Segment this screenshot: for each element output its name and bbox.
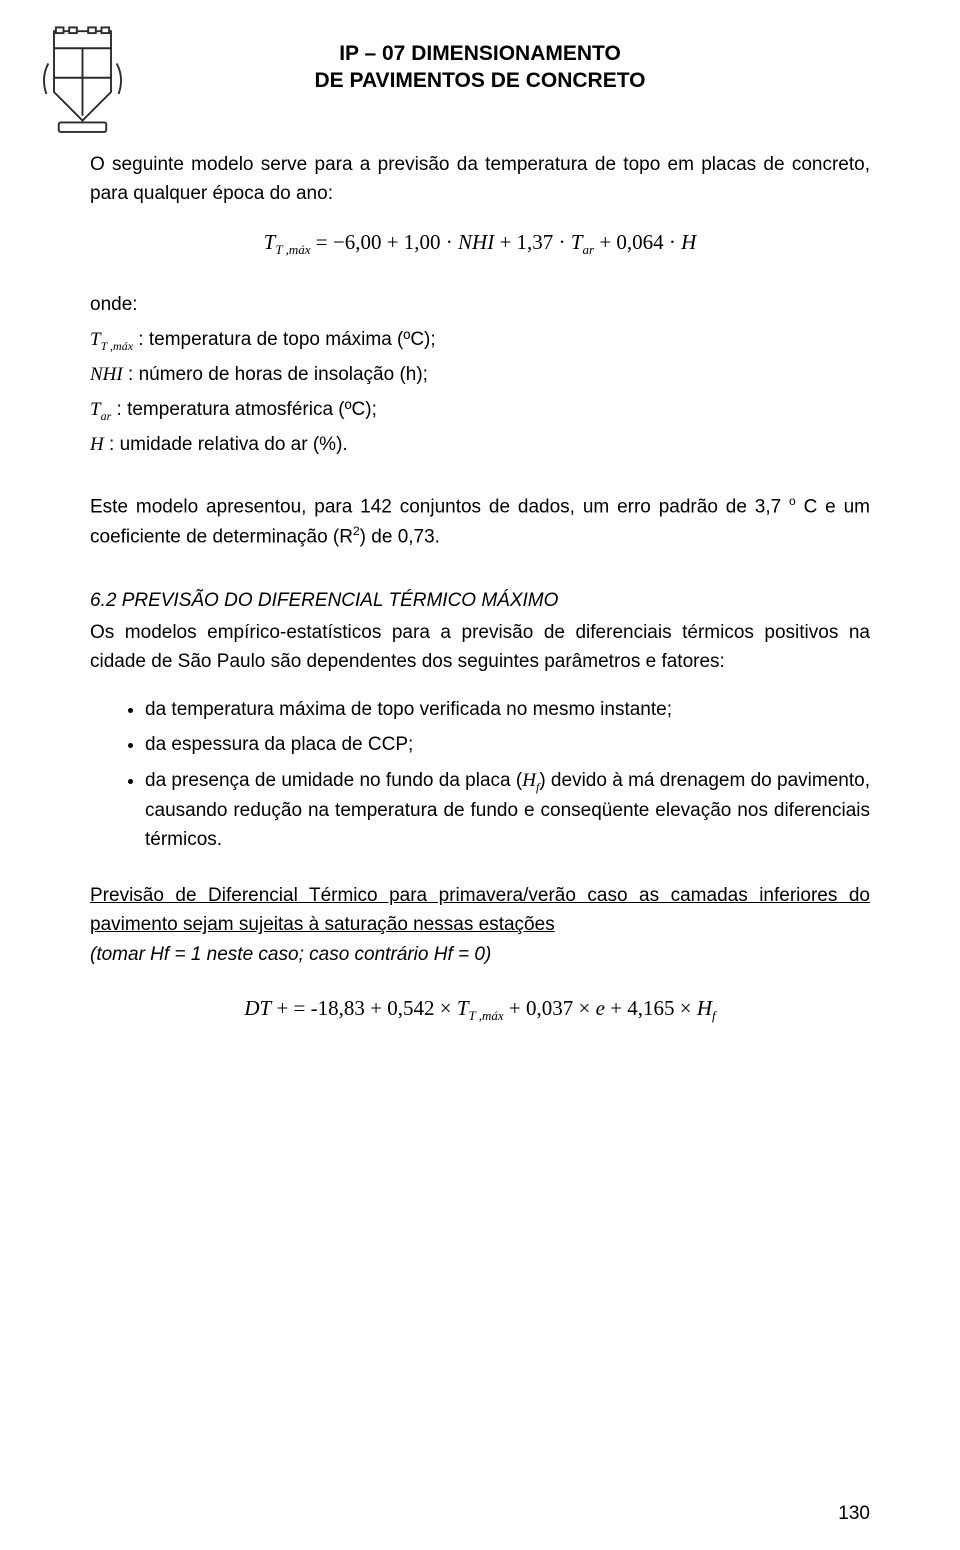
page-number: 130 — [838, 1503, 870, 1525]
def-ttmax: TT ,máx : temperatura de topo máxima (ºC… — [90, 322, 870, 357]
intro-paragraph: O seguinte modelo serve para a previsão … — [90, 150, 870, 209]
list-item: da espessura da placa de CCP; — [145, 730, 870, 759]
formula-temperature-model: TT ,máx = −6,00 + 1,00 · NHI + 1,37 · Ta… — [90, 230, 870, 258]
onde-label: onde: — [90, 287, 870, 322]
model-accuracy-paragraph: Este modelo apresentou, para 142 conjunt… — [90, 492, 870, 552]
section-heading-6-2: 6.2 PREVISÃO DO DIFERENCIAL TÉRMICO MÁXI… — [90, 590, 870, 612]
section-intro-paragraph: Os modelos empírico-estatísticos para a … — [90, 618, 870, 677]
def-nhi: NHI : número de horas de insolação (h); — [90, 357, 870, 392]
def-h: H : umidade relativa do ar (%). — [90, 427, 870, 462]
case-heading-underlined: Previsão de Diferencial Térmico para pri… — [90, 881, 870, 940]
list-item: da presença de umidade no fundo da placa… — [145, 766, 870, 855]
title-line-1: IP – 07 DIMENSIONAMENTO — [90, 40, 870, 67]
list-item: da temperatura máxima de topo verificada… — [145, 695, 870, 724]
municipal-crest-icon — [35, 25, 130, 140]
hf-condition-note: (tomar Hf = 1 neste caso; caso contrário… — [90, 944, 870, 966]
formula-dt-plus: DT + = -18,83 + 0,542 × TT ,máx + 0,037 … — [90, 996, 870, 1024]
title-line-2: DE PAVIMENTOS DE CONCRETO — [90, 67, 870, 94]
document-title: IP – 07 DIMENSIONAMENTO DE PAVIMENTOS DE… — [90, 40, 870, 95]
definitions-block: onde: TT ,máx : temperatura de topo máxi… — [90, 287, 870, 463]
def-tar: Tar : temperatura atmosférica (ºC); — [90, 392, 870, 427]
factors-list: da temperatura máxima de topo verificada… — [90, 695, 870, 855]
